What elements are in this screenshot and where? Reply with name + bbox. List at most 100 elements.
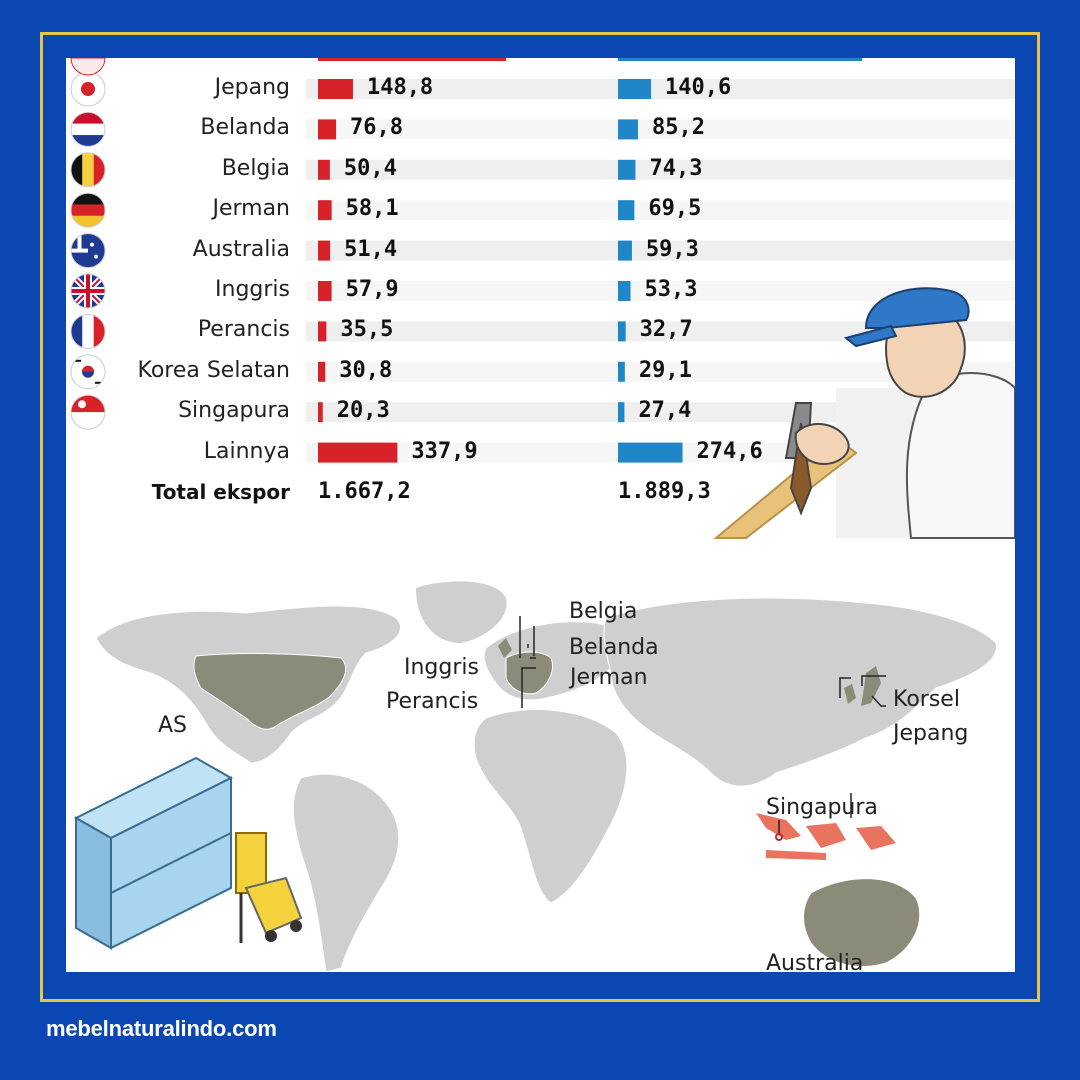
bar-1-belgia bbox=[318, 159, 330, 180]
bar-2-lainnya bbox=[618, 442, 683, 463]
south-america-landmass bbox=[292, 773, 400, 972]
bar-1-lainnya bbox=[318, 442, 398, 463]
data-label-1: 57,9 bbox=[345, 277, 399, 302]
usa-region bbox=[193, 653, 346, 730]
data-label-1: 58,1 bbox=[345, 196, 399, 222]
south-korea-flag-icon bbox=[70, 354, 106, 390]
data-label-1: 50,4 bbox=[343, 155, 397, 181]
bar-1-jepang bbox=[318, 79, 353, 99]
bar-1-inggris bbox=[318, 281, 332, 301]
data-label-2: 274,6 bbox=[696, 438, 763, 464]
row-stripe bbox=[306, 281, 1015, 301]
category-label: Jerman bbox=[212, 196, 290, 222]
carpenter-illustration bbox=[713, 287, 1015, 539]
data-label-2: 69,5 bbox=[648, 196, 702, 222]
cutoff-row-bar-2 bbox=[618, 58, 862, 61]
netherlands-flag-icon bbox=[70, 111, 106, 147]
bar-2-singapura bbox=[618, 402, 625, 423]
data-label-1: 337,9 bbox=[411, 438, 478, 464]
western-europe-highlight bbox=[505, 651, 553, 695]
map-label-belanda: Belanda bbox=[569, 635, 659, 660]
data-label-2: 27,4 bbox=[638, 398, 692, 424]
map-label-australia: Australia bbox=[766, 951, 863, 972]
map-label-jepang: Jepang bbox=[891, 721, 968, 746]
map-label-as: AS bbox=[158, 713, 187, 738]
row-stripe bbox=[306, 361, 1015, 382]
data-label-1: 51,4 bbox=[344, 236, 398, 262]
data-label-1: 148,8 bbox=[366, 75, 434, 100]
map-label-singapura: Singapura bbox=[766, 795, 878, 820]
bar-1-australia bbox=[318, 240, 331, 261]
belgium-flag-icon bbox=[70, 152, 106, 188]
data-label-1: 30,8 bbox=[339, 357, 393, 383]
row-stripe bbox=[306, 159, 1015, 180]
map-label-korsel: Korsel bbox=[893, 687, 960, 712]
bar-1-jerman bbox=[318, 200, 332, 221]
australia-region bbox=[803, 878, 921, 967]
bar-2-jerman bbox=[618, 200, 635, 221]
category-label: Lainnya bbox=[203, 438, 290, 464]
greenland-landmass bbox=[416, 581, 507, 643]
bar-1-belanda bbox=[318, 119, 337, 140]
data-label-2: 140,6 bbox=[665, 75, 732, 100]
world-map: Belgia Belanda Inggris Jerman Perancis A… bbox=[73, 581, 997, 972]
map-label-inggris: Inggris bbox=[404, 655, 479, 680]
cutoff-row-bar-1 bbox=[318, 58, 506, 61]
row-stripe bbox=[306, 200, 1015, 221]
category-label: Singapura bbox=[178, 398, 290, 424]
bar-2-korea-selatan bbox=[618, 361, 625, 382]
category-label: Belanda bbox=[200, 115, 290, 141]
row-stripe bbox=[306, 321, 1015, 342]
bar-1-perancis bbox=[318, 321, 327, 342]
gold-frame bbox=[40, 32, 1040, 1002]
data-label-2: 53,3 bbox=[644, 277, 698, 302]
row-stripe bbox=[306, 79, 1015, 99]
jepang-leader bbox=[871, 695, 886, 707]
infographic-panel: Belgia Belanda Inggris Jerman Perancis A… bbox=[66, 58, 1015, 972]
data-label-1: 76,8 bbox=[350, 115, 404, 141]
bar-2-perancis bbox=[618, 321, 626, 342]
uk-region bbox=[498, 638, 512, 658]
data-label-2: 29,1 bbox=[638, 357, 692, 383]
bar-2-inggris bbox=[618, 281, 631, 301]
data-label-2: 59,3 bbox=[645, 236, 699, 262]
data-label-1: 35,5 bbox=[340, 317, 394, 343]
website-url: mebelnaturalindo.com bbox=[46, 1016, 277, 1041]
bar-1-singapura bbox=[318, 402, 323, 423]
singapore-marker bbox=[775, 833, 783, 841]
korsel-leader bbox=[861, 675, 886, 686]
map-leader-lines bbox=[519, 616, 852, 818]
map-label-belgia: Belgia bbox=[569, 599, 637, 624]
bar-2-belanda bbox=[618, 119, 639, 140]
shipping-container-illustration bbox=[73, 756, 303, 950]
category-label: Australia bbox=[192, 236, 290, 262]
export-bar-chart bbox=[70, 58, 1015, 539]
bar-1-korea-selatan bbox=[318, 361, 326, 382]
total-value-2: 1.889,3 bbox=[618, 479, 711, 504]
asia-landmass bbox=[603, 597, 997, 787]
germany-flag-icon bbox=[70, 192, 106, 228]
category-label: Inggris bbox=[215, 277, 290, 302]
category-label: Perancis bbox=[197, 317, 290, 343]
category-label: Jepang bbox=[214, 75, 290, 100]
africa-landmass bbox=[473, 709, 628, 904]
australia-flag-icon bbox=[70, 233, 106, 269]
row-stripe bbox=[306, 119, 1015, 140]
uk-flag-icon bbox=[70, 273, 106, 309]
bar-2-jepang bbox=[618, 79, 652, 99]
data-label-1: 20,3 bbox=[336, 398, 390, 424]
total-value-1: 1.667,2 bbox=[318, 479, 411, 504]
row-stripe bbox=[306, 240, 1015, 261]
usa-flag-icon-cut bbox=[70, 58, 106, 76]
total-export-label: Total ekspor bbox=[151, 480, 290, 504]
data-label-2: 85,2 bbox=[652, 115, 705, 141]
bar-2-australia bbox=[618, 240, 632, 261]
korea-region bbox=[844, 684, 856, 704]
singapore-flag-icon bbox=[70, 394, 106, 430]
map-label-perancis: Perancis bbox=[386, 689, 478, 714]
data-label-2: 74,3 bbox=[649, 155, 703, 181]
bar-2-belgia bbox=[618, 159, 636, 180]
map-label-jerman: Jerman bbox=[568, 665, 648, 690]
category-label: Belgia bbox=[221, 155, 290, 181]
category-label: Korea Selatan bbox=[137, 357, 290, 383]
